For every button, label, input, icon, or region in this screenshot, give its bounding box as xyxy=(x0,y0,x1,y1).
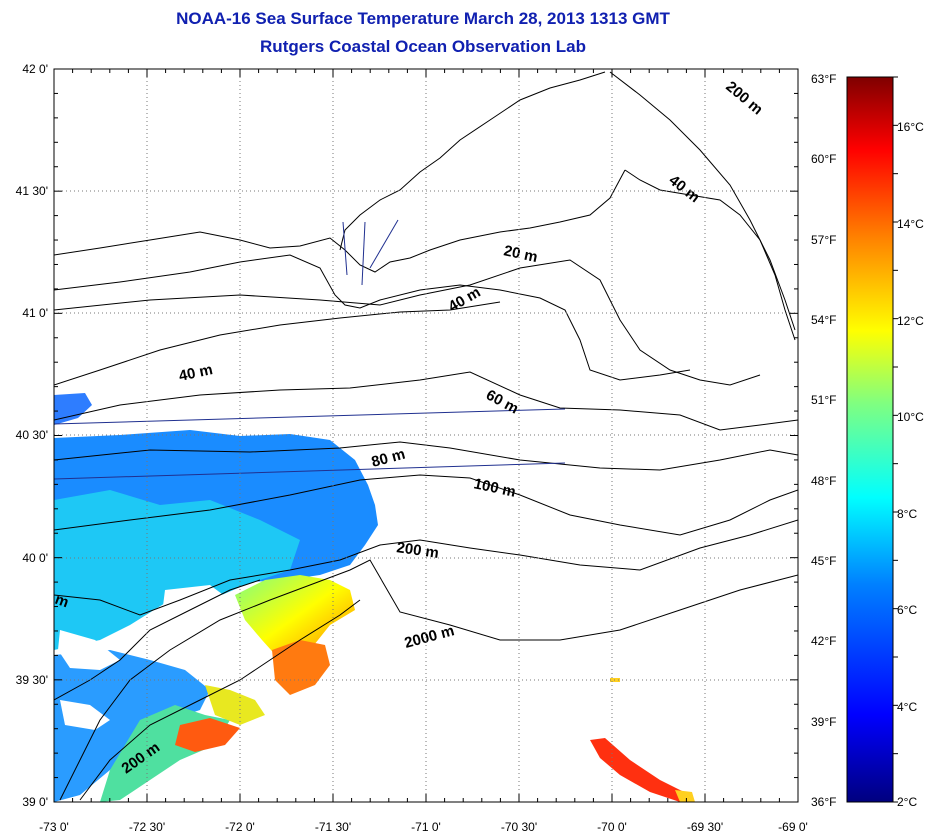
lon-label: -69 0' xyxy=(778,820,808,834)
track-lines xyxy=(53,219,566,480)
sst-patch-orange xyxy=(272,640,330,695)
lon-label: -70 0' xyxy=(597,820,627,834)
coastline-cape-cod xyxy=(624,169,796,341)
track-line-south xyxy=(53,462,566,480)
lat-label: 40 0' xyxy=(22,551,48,565)
map-subtitle: Rutgers Coastal Ocean Observation Lab xyxy=(260,37,586,56)
contour-2000m xyxy=(59,559,798,801)
celsius-label: 8°C xyxy=(897,507,917,521)
fahrenheit-label: 36°F xyxy=(811,795,836,809)
contour-label-60m: 60 m xyxy=(483,387,521,418)
fahrenheit-label: 54°F xyxy=(811,313,836,327)
fahrenheit-label: 39°F xyxy=(811,715,836,729)
bathymetry-contours xyxy=(54,71,798,801)
contour-100m xyxy=(54,474,798,536)
contour-40m-east xyxy=(609,71,796,331)
latitude-axis: 42 0' 41 30' 41 0' 40 30' 40 0' 39 30' 3… xyxy=(16,62,48,809)
map-title: NOAA-16 Sea Surface Temperature March 28… xyxy=(176,9,670,28)
lat-label: 39 30' xyxy=(16,673,48,687)
celsius-label: 10°C xyxy=(897,410,924,424)
sst-patch-northwest xyxy=(54,393,92,425)
lon-label: -70 30' xyxy=(501,820,537,834)
sst-field xyxy=(54,393,695,802)
sst-patch-southwest xyxy=(54,650,210,802)
graticule xyxy=(54,69,798,802)
contour-label-100m: 100 m xyxy=(472,475,517,500)
contour-60m xyxy=(54,371,798,431)
cloud-gap-2 xyxy=(58,630,120,670)
lon-label: -71 0' xyxy=(411,820,441,834)
track-line-north xyxy=(53,408,566,425)
contour-80m xyxy=(54,441,798,471)
celsius-scale: 16°C 14°C 12°C 10°C 8°C 6°C 4°C 2°C xyxy=(897,120,924,809)
frame-ticks xyxy=(53,68,898,803)
coastline-new-england xyxy=(339,71,606,251)
lon-label: -69 30' xyxy=(687,820,723,834)
lon-label: -73 0' xyxy=(39,820,69,834)
contour-label-20m: 20 m xyxy=(502,242,539,266)
celsius-label: 14°C xyxy=(897,217,924,231)
sst-patch-red-south xyxy=(175,718,240,752)
lat-label: 42 0' xyxy=(22,62,48,76)
sst-patch-yellow xyxy=(205,685,265,725)
lat-label: 41 0' xyxy=(22,306,48,320)
celsius-label: 2°C xyxy=(897,795,917,809)
sst-patch-offshore-yellow xyxy=(675,790,695,802)
sst-patch-offshore-red xyxy=(590,738,690,802)
fahrenheit-label: 48°F xyxy=(811,474,836,488)
track-line-bay-1 xyxy=(342,221,348,276)
contour-40m-nw xyxy=(54,301,501,386)
contour-label-200m-center: 200 m xyxy=(395,539,439,562)
longitude-axis: -73 0' -72 30' -72 0' -71 30' -71 0' -70… xyxy=(39,820,808,834)
fahrenheit-label: 57°F xyxy=(811,233,836,247)
fahrenheit-scale: 63°F 60°F 57°F 54°F 51°F 48°F 45°F 42°F … xyxy=(811,72,836,809)
cloud-gap-1 xyxy=(160,585,230,640)
colorbar xyxy=(846,76,894,803)
track-line-bay-2 xyxy=(361,221,366,286)
lon-label: -72 30' xyxy=(129,820,165,834)
coastline-long-island xyxy=(54,169,626,273)
lon-label: -72 0' xyxy=(225,820,255,834)
sst-patch-cyan xyxy=(54,490,300,650)
lat-label: 40 30' xyxy=(16,428,48,442)
lat-label: 41 30' xyxy=(16,184,48,198)
fahrenheit-label: 42°F xyxy=(811,634,836,648)
contour-slope-south xyxy=(79,599,361,801)
fahrenheit-label: 60°F xyxy=(811,152,836,166)
sst-patch-warm-slope xyxy=(235,575,355,660)
contour-20m xyxy=(54,259,761,386)
fahrenheit-label: 45°F xyxy=(811,554,836,568)
lon-label: -71 30' xyxy=(315,820,351,834)
celsius-label: 6°C xyxy=(897,603,917,617)
fahrenheit-label: 63°F xyxy=(811,72,836,86)
contour-label-40m-ne: 40 m xyxy=(666,172,703,206)
celsius-label: 4°C xyxy=(897,700,917,714)
fahrenheit-label: 51°F xyxy=(811,393,836,407)
contour-label-200m-ne: 200 m xyxy=(722,78,766,118)
contour-label-40m-west: 40 m xyxy=(177,361,214,385)
contour-label-2000m: 2000 m xyxy=(403,622,457,652)
celsius-label: 16°C xyxy=(897,120,924,134)
contour-label-80m: 80 m xyxy=(370,446,407,471)
track-line-bay-3 xyxy=(369,219,399,269)
lat-label: 39 0' xyxy=(22,795,48,809)
coastline-south-shore xyxy=(54,254,691,381)
cloud-gap-3 xyxy=(60,700,110,730)
contour-200m xyxy=(54,519,798,616)
celsius-label: 12°C xyxy=(897,314,924,328)
